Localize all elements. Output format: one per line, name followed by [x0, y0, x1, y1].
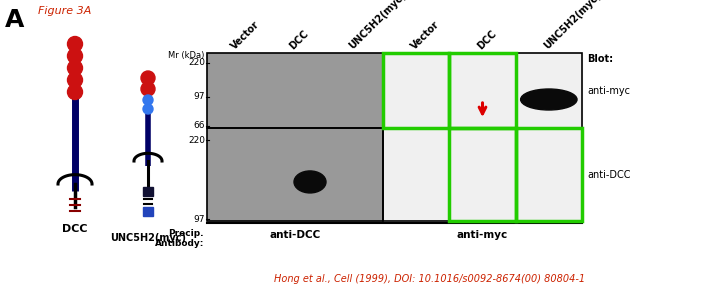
Circle shape [143, 104, 153, 114]
Text: DCC: DCC [288, 28, 311, 51]
Text: A: A [5, 8, 25, 32]
Text: DCC: DCC [475, 28, 498, 51]
Text: Mr (kDa): Mr (kDa) [168, 51, 204, 60]
Bar [207, 128, 383, 221]
Text: UNC5H2(myc): UNC5H2(myc) [541, 0, 603, 51]
Text: anti-myc: anti-myc [587, 86, 630, 96]
Bar [383, 53, 449, 128]
Bar [449, 53, 515, 128]
Bar [515, 128, 582, 221]
Text: Figure 3A: Figure 3A [38, 6, 92, 16]
Text: 220: 220 [188, 136, 205, 144]
Text: anti-DCC: anti-DCC [587, 170, 630, 179]
Bar [143, 187, 153, 196]
Circle shape [68, 84, 82, 99]
Bar [383, 53, 582, 128]
Circle shape [68, 60, 82, 75]
Circle shape [68, 36, 82, 52]
Bar [207, 53, 383, 128]
Text: 97: 97 [193, 215, 205, 223]
Bar [143, 207, 153, 216]
Circle shape [143, 95, 153, 105]
Text: anti-DCC: anti-DCC [269, 230, 321, 240]
Text: Vector: Vector [229, 19, 262, 51]
Bar [383, 128, 582, 221]
Text: Blot:: Blot: [587, 54, 613, 64]
Bar [449, 128, 515, 221]
Text: UNC5H2(myc): UNC5H2(myc) [347, 0, 407, 51]
Text: 66: 66 [193, 121, 205, 131]
Circle shape [68, 49, 82, 64]
Bar [383, 128, 582, 221]
Circle shape [68, 73, 82, 88]
Text: Hong et al., Cell (1999), DOI: 10.1016/s0092-8674(00) 80804-1: Hong et al., Cell (1999), DOI: 10.1016/s… [274, 274, 586, 284]
Bar [207, 128, 383, 221]
Ellipse shape [294, 171, 326, 193]
Text: anti-myc: anti-myc [457, 230, 508, 240]
Text: UNC5H2(myc): UNC5H2(myc) [110, 233, 186, 243]
Text: Precip.
Antibody:: Precip. Antibody: [154, 229, 204, 248]
Circle shape [141, 82, 155, 96]
Ellipse shape [520, 89, 577, 110]
Circle shape [141, 71, 155, 85]
Bar [207, 53, 383, 128]
Text: Vector: Vector [409, 19, 441, 51]
Text: 220: 220 [188, 58, 205, 67]
Bar [383, 53, 582, 128]
Text: DCC: DCC [62, 224, 87, 234]
Text: 97: 97 [193, 92, 205, 101]
